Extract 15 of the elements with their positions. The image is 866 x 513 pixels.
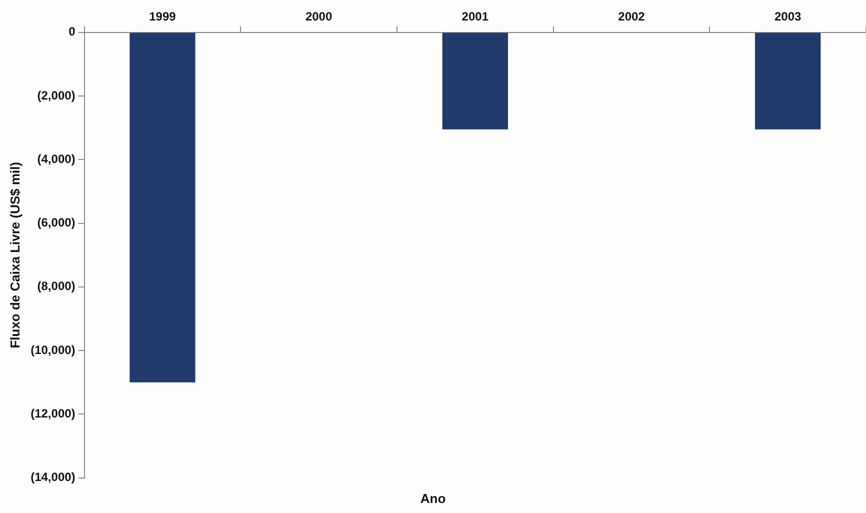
y-tick-label: (10,000) [30, 342, 76, 357]
x-tick-label: 2000 [305, 10, 332, 24]
y-tick-label: (2,000) [37, 88, 76, 102]
x-tick-label: 2003 [774, 10, 802, 24]
y-tick-label: (4,000) [37, 152, 76, 166]
x-tick-label: 2001 [462, 10, 489, 24]
x-axis-title: Ano [419, 491, 447, 506]
x-tick-label: 1999 [149, 10, 176, 24]
x-tick-label: 2002 [618, 10, 646, 24]
y-tick-label: (6,000) [37, 216, 76, 230]
y-axis-title: Fluxo de Caixa Livre (US$ mil) [7, 162, 22, 348]
y-tick-label: 0 [68, 24, 76, 39]
y-tick-label: (8,000) [37, 279, 76, 294]
y-tick-label: (12,000) [30, 406, 76, 420]
y-tick-label: (14,000) [30, 470, 76, 484]
